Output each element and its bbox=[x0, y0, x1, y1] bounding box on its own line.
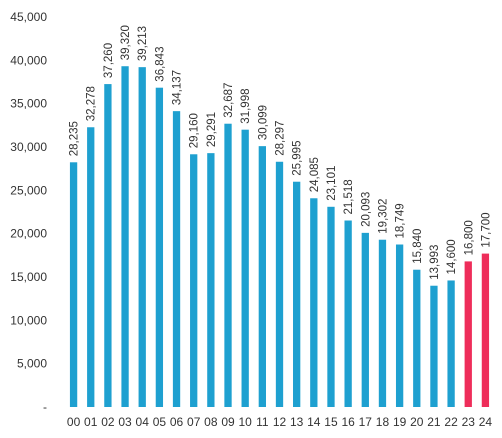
x-tick-label-13: 13 bbox=[290, 415, 304, 429]
data-label-06: 34,137 bbox=[172, 70, 184, 105]
x-tick-label-22: 22 bbox=[444, 415, 458, 429]
bar-00 bbox=[69, 162, 78, 407]
bar-07 bbox=[190, 154, 198, 407]
data-label-10: 31,998 bbox=[240, 88, 252, 123]
x-tick-label-15: 15 bbox=[324, 415, 338, 429]
data-label-00: 28,235 bbox=[69, 121, 81, 156]
bar-02 bbox=[104, 84, 112, 407]
data-label-22: 14,600 bbox=[446, 239, 458, 274]
x-tick-label-01: 01 bbox=[84, 415, 98, 429]
bar-08 bbox=[207, 153, 215, 407]
data-label-07: 29,160 bbox=[189, 113, 201, 148]
x-tick-label-10: 10 bbox=[239, 415, 253, 429]
data-label-16: 21,518 bbox=[343, 179, 355, 214]
bar-17 bbox=[361, 232, 369, 407]
x-tick-label-06: 06 bbox=[170, 415, 184, 429]
bar-24 bbox=[481, 253, 490, 407]
bar-04 bbox=[138, 67, 146, 408]
y-tick-label: 25,000 bbox=[10, 183, 47, 197]
x-tick-label-02: 02 bbox=[101, 415, 115, 429]
bar-14 bbox=[310, 198, 318, 407]
x-tick-label-11: 11 bbox=[256, 415, 269, 429]
y-tick-label: 15,000 bbox=[10, 270, 47, 284]
bar-10 bbox=[241, 129, 249, 407]
x-tick-label-08: 08 bbox=[204, 415, 218, 429]
y-tick-label: 40,000 bbox=[10, 53, 47, 67]
data-label-18: 19,302 bbox=[377, 199, 389, 234]
x-tick-label-20: 20 bbox=[410, 415, 424, 429]
x-tick-label-17: 17 bbox=[359, 415, 373, 429]
y-axis: - 5,000 10,000 15,000 20,000 25,000 30,000 35,0… bbox=[10, 10, 47, 414]
x-tick-label-12: 12 bbox=[273, 415, 287, 429]
data-label-08: 29,291 bbox=[206, 112, 218, 147]
data-labels: 28,235 32,278 37,260 39,320 39,213 36,843 34,1… bbox=[69, 25, 493, 280]
x-tick-label-07: 07 bbox=[187, 415, 201, 429]
x-tick-label-16: 16 bbox=[341, 415, 355, 429]
data-label-21: 13,993 bbox=[429, 245, 441, 280]
x-tick-label-04: 04 bbox=[136, 415, 150, 429]
data-label-09: 32,687 bbox=[223, 83, 235, 118]
y-tick-label: 30,000 bbox=[10, 140, 47, 154]
data-label-19: 18,749 bbox=[395, 203, 407, 238]
bar-06 bbox=[172, 111, 181, 407]
x-axis: 00 01 02 03 04 05 06 07 08 09 10 11 12 13 14 15 16 17 18 19… bbox=[67, 415, 493, 429]
data-label-03: 39,320 bbox=[120, 25, 132, 60]
bar-18 bbox=[378, 239, 387, 407]
x-tick-label-14: 14 bbox=[307, 415, 321, 429]
x-tick-label-00: 00 bbox=[67, 415, 81, 429]
bar-03 bbox=[121, 66, 129, 407]
bar-11 bbox=[258, 146, 266, 407]
bars bbox=[69, 66, 490, 408]
data-label-20: 15,840 bbox=[412, 229, 424, 264]
bar-15 bbox=[327, 206, 335, 407]
bar-01 bbox=[87, 127, 95, 408]
y-tick-label: 45,000 bbox=[10, 10, 47, 24]
x-tick-label-23: 23 bbox=[462, 415, 476, 429]
x-tick-label-09: 09 bbox=[221, 415, 235, 429]
x-tick-label-18: 18 bbox=[376, 415, 390, 429]
bar-16 bbox=[344, 220, 352, 407]
data-label-11: 30,099 bbox=[257, 105, 269, 140]
y-tick-label: 10,000 bbox=[10, 313, 47, 327]
data-label-01: 32,278 bbox=[86, 86, 98, 121]
x-tick-label-24: 24 bbox=[479, 415, 493, 429]
x-tick-label-19: 19 bbox=[393, 415, 407, 429]
data-label-05: 36,843 bbox=[154, 47, 166, 82]
bar-21 bbox=[430, 285, 438, 407]
data-label-24: 17,700 bbox=[480, 212, 492, 247]
data-label-13: 25,995 bbox=[292, 141, 304, 176]
bar-22 bbox=[447, 280, 455, 407]
data-label-02: 37,260 bbox=[103, 43, 115, 78]
y-tick-label: - bbox=[43, 400, 47, 414]
bar-23 bbox=[464, 261, 472, 407]
x-tick-label-21: 21 bbox=[427, 415, 441, 429]
bar-09 bbox=[224, 123, 232, 407]
bar-12 bbox=[275, 161, 284, 407]
data-label-23: 16,800 bbox=[463, 220, 475, 255]
y-tick-label: 35,000 bbox=[10, 97, 47, 111]
x-tick-label-03: 03 bbox=[118, 415, 132, 429]
data-label-17: 20,093 bbox=[360, 192, 372, 227]
data-label-14: 24,085 bbox=[309, 157, 321, 192]
data-label-12: 28,297 bbox=[275, 121, 287, 156]
bar-13 bbox=[293, 181, 301, 407]
y-tick-label: 20,000 bbox=[10, 227, 47, 241]
y-tick-label: 5,000 bbox=[17, 357, 47, 371]
x-tick-label-05: 05 bbox=[153, 415, 167, 429]
bar-19 bbox=[395, 244, 404, 407]
data-label-04: 39,213 bbox=[137, 26, 149, 61]
data-label-15: 23,101 bbox=[326, 166, 338, 201]
bar-05 bbox=[155, 87, 164, 407]
bar-20 bbox=[413, 269, 421, 407]
